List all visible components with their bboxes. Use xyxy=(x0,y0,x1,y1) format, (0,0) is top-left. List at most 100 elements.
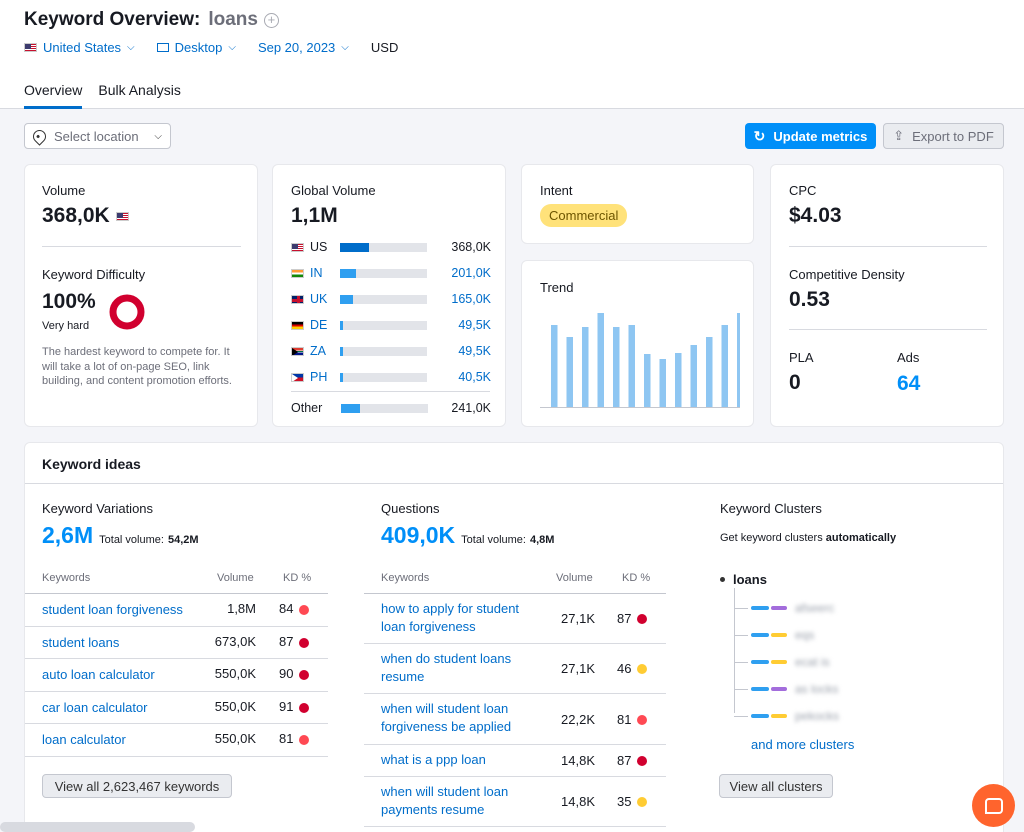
cluster-item-label: pekocks xyxy=(795,709,840,723)
keyword-link[interactable]: loan calculator xyxy=(42,732,126,747)
view-all-keywords-button[interactable]: View all 2,623,467 keywords xyxy=(42,774,232,798)
country-volume: 368,0K xyxy=(451,240,491,254)
tree-branch xyxy=(734,688,748,690)
tree-branch xyxy=(734,634,748,636)
keyword-text: loans xyxy=(208,9,258,30)
global-volume-value: 1,1M xyxy=(291,204,338,227)
question-link[interactable]: when do student loans resume xyxy=(381,651,512,684)
col-keywords: Keywords xyxy=(381,572,430,584)
clusters-subtitle-text: Get keyword clusters xyxy=(720,532,823,544)
ads-value[interactable]: 64 xyxy=(897,372,921,395)
chevron-down-icon: ⌵ xyxy=(127,42,135,53)
kd-level: Very hard xyxy=(42,320,90,332)
country-code[interactable]: ZA xyxy=(310,344,326,358)
update-metrics-label: Update metrics xyxy=(773,128,868,144)
country-volume[interactable]: 49,5K xyxy=(458,318,491,332)
question-volume: 14,8K xyxy=(561,753,595,768)
cluster-tree-line xyxy=(734,588,735,713)
export-pdf-button[interactable]: ⇪ Export to PDF xyxy=(883,123,1004,149)
view-all-clusters-button[interactable]: View all clusters xyxy=(719,774,833,798)
variations-count[interactable]: 2,6M xyxy=(42,522,94,548)
chevron-down-icon: ⌵ xyxy=(341,42,349,53)
location-select[interactable]: Select location ⌵ xyxy=(24,123,171,149)
country-volume[interactable]: 165,0K xyxy=(451,292,491,306)
cluster-item[interactable]: ecat is xyxy=(734,655,830,669)
country-volume[interactable]: 40,5K xyxy=(458,370,491,384)
keyword-link[interactable]: student loan forgiveness xyxy=(42,602,183,617)
tab-overview[interactable]: Overview xyxy=(24,82,83,109)
clusters-label: Keyword Clusters xyxy=(720,501,822,516)
global-volume-row-uk: UK 165,0K xyxy=(291,290,491,308)
questions-count[interactable]: 409,0K xyxy=(381,522,456,548)
keyword-link[interactable]: auto loan calculator xyxy=(42,667,155,682)
trend-bar xyxy=(675,353,682,407)
trend-bar xyxy=(628,325,635,407)
question-kd: 35 xyxy=(617,794,632,809)
more-clusters-link[interactable]: and more clusters xyxy=(751,737,855,752)
horizontal-scrollbar[interactable] xyxy=(0,822,195,832)
cluster-bar-primary xyxy=(751,714,769,718)
col-volume: Volume xyxy=(217,572,254,584)
trend-bar xyxy=(582,327,589,407)
us-flag-icon xyxy=(291,242,304,252)
add-icon[interactable]: + xyxy=(263,12,279,28)
cluster-item[interactable]: pekocks xyxy=(734,709,839,723)
keyword-link[interactable]: student loans xyxy=(42,634,120,650)
country-code[interactable]: IN xyxy=(310,266,323,280)
cluster-item[interactable]: as locks xyxy=(734,682,838,696)
export-icon: ⇪ xyxy=(893,128,905,143)
density-label: Competitive Density xyxy=(789,267,905,282)
question-kd: 87 xyxy=(617,611,632,626)
keyword-kd: 84 xyxy=(279,601,294,616)
table-row: student loan forgiveness 1,8M 84 xyxy=(25,594,328,627)
cpc-value: $4.03 xyxy=(789,204,842,227)
date-select[interactable]: Sep 20, 2023 ⌵ xyxy=(258,40,349,55)
country-code[interactable]: PH xyxy=(310,370,328,384)
chat-button[interactable] xyxy=(972,784,1015,827)
pla-value: 0 xyxy=(789,371,801,394)
question-link[interactable]: when will student loan forgiveness be ap… xyxy=(381,701,512,734)
tab-bulk-analysis[interactable]: Bulk Analysis xyxy=(98,82,181,98)
keyword-kd: 90 xyxy=(279,666,294,681)
bullet-icon xyxy=(720,577,725,582)
share-bar xyxy=(340,294,427,304)
global-volume-row-za: ZA 49,5K xyxy=(291,342,491,360)
za-flag-icon xyxy=(291,346,304,356)
country-volume[interactable]: 49,5K xyxy=(458,344,491,358)
trend-bar xyxy=(737,313,740,407)
cluster-item[interactable]: afseerc xyxy=(734,601,834,615)
cluster-item[interactable]: eqs xyxy=(734,628,814,642)
trend-bar xyxy=(566,337,573,407)
total-volume-label: Total volume: xyxy=(461,534,526,546)
kd-dot-icon xyxy=(637,664,647,674)
update-metrics-button[interactable]: ↻ Update metrics xyxy=(745,123,876,149)
country-code[interactable]: UK xyxy=(310,292,328,306)
cluster-bar-primary xyxy=(751,687,769,691)
country-volume[interactable]: 201,0K xyxy=(451,266,491,280)
question-link[interactable]: how to apply for student loan forgivenes… xyxy=(381,601,520,634)
us-flag-icon xyxy=(24,43,37,52)
col-kd: KD % xyxy=(283,572,312,584)
keyword-volume: 550,0K xyxy=(214,731,256,746)
question-volume: 27,1K xyxy=(561,611,595,626)
cluster-root-label: loans xyxy=(733,572,767,587)
intent-badge: Commercial xyxy=(540,204,628,227)
country-select[interactable]: United States ⌵ xyxy=(24,40,135,55)
tree-branch xyxy=(734,607,748,609)
question-volume: 27,1K xyxy=(561,661,595,676)
location-pin-icon xyxy=(30,126,49,146)
device-label: Desktop xyxy=(174,40,223,55)
keyword-link[interactable]: car loan calculator xyxy=(42,699,148,715)
other-value: 241,0K xyxy=(451,401,491,415)
device-select[interactable]: Desktop ⌵ xyxy=(156,40,236,55)
kd-gauge-icon xyxy=(109,294,145,330)
question-kd: 46 xyxy=(617,661,632,676)
country-code[interactable]: DE xyxy=(310,318,328,332)
question-link[interactable]: what is a ppp loan xyxy=(381,752,486,767)
global-volume-other-row: Other 241,0K xyxy=(291,399,491,417)
intent-card: Intent Commercial xyxy=(521,164,754,244)
question-link[interactable]: when will student loan payments resume xyxy=(381,784,509,817)
chat-icon xyxy=(984,797,1003,814)
table-row: when do student loans resume 27,1K 46 xyxy=(364,644,666,694)
page-title: Keyword Overview: loans + xyxy=(24,9,279,31)
